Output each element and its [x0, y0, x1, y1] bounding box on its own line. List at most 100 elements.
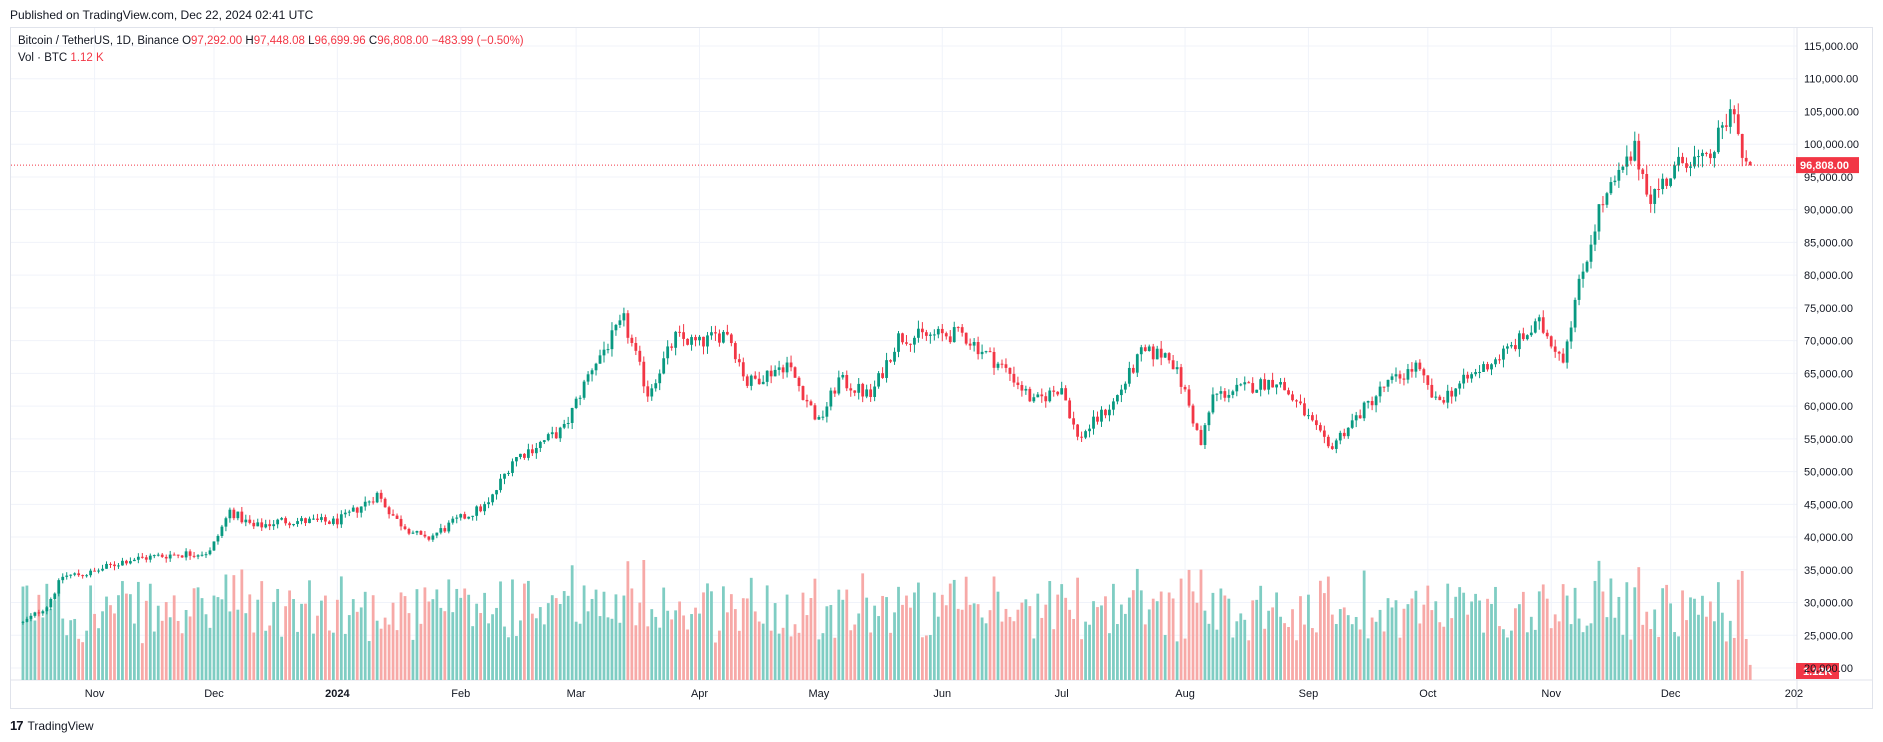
candle	[658, 369, 662, 391]
volume-bar	[1378, 609, 1382, 680]
volume-bar	[1398, 637, 1402, 680]
candle	[81, 574, 85, 579]
volume-bar	[1557, 621, 1561, 680]
candle	[570, 407, 574, 430]
time-tick-label: Aug	[1175, 688, 1195, 700]
candle	[256, 518, 260, 527]
volume-bar	[327, 630, 331, 680]
volume-bar	[789, 636, 793, 680]
candle	[208, 547, 212, 556]
candle	[920, 322, 924, 339]
volume-bar	[833, 637, 837, 680]
volume-bar	[956, 608, 960, 680]
candle	[1135, 353, 1139, 377]
candle	[61, 573, 65, 584]
volume-bar	[813, 578, 817, 680]
volume-bar	[73, 618, 77, 680]
volume-label[interactable]: Vol · BTC	[18, 52, 68, 64]
volume-bar	[1525, 632, 1529, 680]
volume-bar	[996, 591, 1000, 680]
volume-bar	[256, 599, 260, 680]
symbol-legend: Bitcoin / TetherUS, 1D, Binance O97,292.…	[18, 35, 524, 47]
candle	[1159, 340, 1163, 366]
volume-bar	[980, 617, 984, 680]
volume-bar	[698, 613, 701, 680]
volume-bar	[1418, 623, 1422, 680]
volume-bar	[1326, 576, 1330, 680]
volume-bar	[960, 609, 964, 680]
candle	[455, 514, 459, 524]
candle	[339, 510, 343, 528]
candle	[1689, 161, 1692, 177]
volume-bar	[1199, 569, 1203, 680]
candle	[1259, 377, 1263, 397]
volume-bar	[1410, 598, 1414, 680]
candle	[423, 531, 427, 539]
candle	[407, 527, 411, 536]
volume-bar	[447, 579, 451, 680]
volume-bar	[1645, 611, 1649, 680]
candle	[1581, 263, 1585, 288]
candle	[976, 336, 980, 360]
candle	[1510, 341, 1513, 349]
candle	[1127, 361, 1131, 387]
candle	[817, 415, 821, 421]
candle	[479, 504, 483, 513]
candle	[475, 505, 479, 521]
volume-bar	[1311, 628, 1314, 680]
candle	[1358, 409, 1362, 419]
price-tick-label: 25,000.00	[1804, 630, 1853, 642]
volume-bar	[1442, 626, 1446, 680]
candle	[785, 356, 789, 378]
volume-bar	[152, 631, 156, 680]
candle	[511, 458, 514, 477]
candle	[1227, 389, 1231, 403]
candle	[523, 453, 526, 460]
volume-bar	[503, 626, 506, 680]
volume-bar	[682, 615, 685, 680]
candle	[53, 592, 57, 601]
candle	[857, 378, 861, 400]
candle	[845, 370, 849, 392]
candle	[125, 559, 128, 566]
candle	[1179, 363, 1183, 394]
volume-bar	[1028, 606, 1032, 680]
volume-bar	[749, 577, 753, 680]
candle	[69, 574, 73, 579]
candle	[1191, 403, 1195, 427]
candle	[1486, 361, 1489, 372]
volume-bar	[1163, 634, 1167, 680]
volume-bar	[41, 617, 45, 680]
volume-bar	[654, 616, 658, 680]
volume-bar	[1506, 637, 1509, 680]
candle	[1215, 393, 1219, 402]
candle	[415, 530, 419, 536]
candle	[948, 330, 952, 344]
volume-bar	[614, 594, 618, 680]
candle	[1657, 178, 1661, 198]
candle	[1056, 391, 1060, 397]
volume-bar	[363, 591, 367, 680]
candle	[710, 326, 713, 340]
volume-bar	[1231, 637, 1235, 680]
candle	[1112, 398, 1115, 416]
chart-frame[interactable]	[10, 27, 1873, 709]
footer-brand[interactable]: 17 TradingView	[10, 718, 94, 733]
volume-bar	[984, 623, 988, 680]
volume-bar	[1609, 578, 1613, 680]
volume-bar	[626, 561, 630, 680]
symbol-name[interactable]: Bitcoin / TetherUS, 1D, Binance	[18, 35, 179, 47]
candle	[292, 523, 295, 527]
volume-bar	[1000, 621, 1004, 680]
volume-bar	[1064, 597, 1068, 680]
candle	[1096, 411, 1099, 425]
candle	[1235, 378, 1239, 397]
volume-bar	[1597, 560, 1601, 680]
candle	[188, 549, 192, 560]
volume-bar	[395, 630, 399, 680]
volume-bar	[1470, 601, 1474, 680]
candle	[765, 370, 769, 387]
candle	[220, 524, 224, 539]
volume-bar	[1151, 598, 1155, 680]
